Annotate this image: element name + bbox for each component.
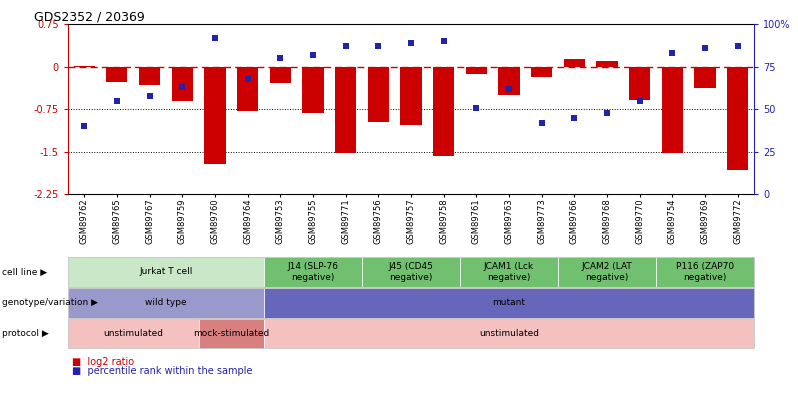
Bar: [237, 67, 259, 111]
Bar: [368, 67, 389, 122]
Bar: [466, 67, 487, 74]
Bar: [694, 67, 716, 88]
Text: JCAM1 (Lck
negative): JCAM1 (Lck negative): [484, 262, 534, 281]
Bar: [727, 67, 749, 170]
Text: genotype/variation ▶: genotype/variation ▶: [2, 298, 97, 307]
Text: protocol ▶: protocol ▶: [2, 329, 49, 338]
Text: cell line ▶: cell line ▶: [2, 267, 47, 277]
Text: unstimulated: unstimulated: [103, 329, 163, 338]
Text: GDS2352 / 20369: GDS2352 / 20369: [34, 10, 144, 23]
Bar: [629, 67, 650, 100]
Bar: [106, 67, 128, 82]
Bar: [335, 67, 356, 153]
Bar: [139, 67, 160, 85]
Text: ■  log2 ratio: ■ log2 ratio: [72, 358, 134, 367]
Bar: [73, 66, 95, 67]
Text: Jurkat T cell: Jurkat T cell: [139, 267, 192, 277]
Bar: [433, 67, 454, 156]
Text: mock-stimulated: mock-stimulated: [193, 329, 270, 338]
Bar: [204, 67, 226, 164]
Bar: [270, 67, 290, 83]
Text: P116 (ZAP70
negative): P116 (ZAP70 negative): [676, 262, 734, 281]
Text: unstimulated: unstimulated: [479, 329, 539, 338]
Bar: [662, 67, 683, 153]
Text: wild type: wild type: [145, 298, 187, 307]
Text: mutant: mutant: [492, 298, 526, 307]
Text: JCAM2 (LAT
negative): JCAM2 (LAT negative): [582, 262, 633, 281]
Text: J45 (CD45
negative): J45 (CD45 negative): [389, 262, 433, 281]
Bar: [302, 67, 323, 113]
Bar: [596, 61, 618, 67]
Text: ■  percentile rank within the sample: ■ percentile rank within the sample: [72, 366, 252, 375]
Bar: [172, 67, 193, 101]
Bar: [401, 67, 421, 125]
Bar: [563, 60, 585, 67]
Bar: [531, 67, 552, 77]
Bar: [499, 67, 519, 95]
Text: J14 (SLP-76
negative): J14 (SLP-76 negative): [287, 262, 338, 281]
